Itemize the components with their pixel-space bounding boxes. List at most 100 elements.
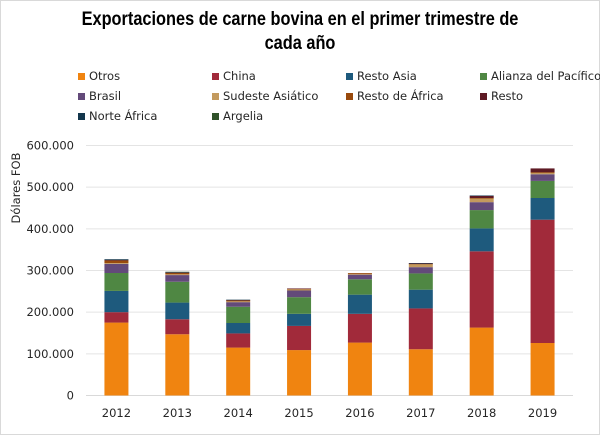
legend-label: Norte África [89, 109, 158, 123]
legend-swatch [212, 72, 219, 80]
legend-label: Alianza del Pacífico [491, 69, 600, 83]
bar-segment [165, 281, 190, 303]
y-axis-title: Dólares FOB [9, 152, 23, 223]
bar-segment [408, 308, 433, 350]
bar-segment [287, 288, 312, 289]
legend-swatch [78, 92, 85, 100]
legend-label: Resto Asia [357, 69, 417, 83]
x-tick-label: 2014 [224, 406, 253, 420]
bar-segment [226, 347, 251, 396]
bar-segment [469, 251, 494, 328]
x-tick-label: 2018 [467, 406, 496, 420]
bar-segment [408, 273, 433, 290]
chart-title: Exportaciones de carne bovina en el prim… [76, 8, 523, 56]
bar-segment [104, 322, 129, 396]
bar-segment [530, 168, 555, 173]
y-tick-label: 200.000 [26, 305, 74, 319]
legend-label: Resto de África [357, 89, 444, 103]
x-tick-label: 2016 [345, 406, 374, 420]
bar-segment [287, 297, 312, 314]
bar-segment [530, 173, 555, 175]
bar-segment [469, 198, 494, 203]
bar-segment [226, 299, 251, 301]
bar-segment [469, 228, 494, 252]
legend-label: Otros [89, 69, 121, 83]
bar-segment [469, 210, 494, 229]
y-tick-label: 100.000 [26, 347, 74, 361]
bar-segment [287, 290, 312, 298]
bar-segment [104, 263, 129, 273]
bar-segment [469, 195, 494, 196]
bar-segment [530, 174, 555, 181]
x-tick-label: 2012 [102, 406, 131, 420]
legend-swatch [78, 72, 85, 80]
bar-segment [347, 294, 372, 314]
bar-segment [408, 263, 433, 264]
bar-segment [165, 302, 190, 320]
legend-label: Resto [491, 89, 524, 103]
x-tick-label: 2019 [528, 406, 557, 420]
bar-segment [408, 264, 433, 268]
bar-segment [408, 267, 433, 274]
bar-segment [165, 273, 190, 275]
legend-swatch [346, 72, 353, 80]
bar-segment [287, 325, 312, 351]
bar-segment [165, 319, 190, 335]
legend-label: Sudeste Asiático [223, 89, 319, 103]
bar-segment [226, 306, 251, 323]
legend-item: Sudeste Asiático [212, 89, 318, 103]
bar-segment [226, 300, 251, 301]
bar-segment [530, 219, 555, 343]
bar-segment [347, 279, 372, 295]
bar-segment [408, 289, 433, 309]
bar-segment [530, 343, 555, 396]
bar-segment [469, 202, 494, 211]
legend-item: China [212, 69, 256, 83]
bar-segment [347, 273, 372, 274]
legend-label: Argelia [223, 109, 264, 123]
bar-segment [226, 302, 251, 307]
legend-item: Resto de África [346, 89, 444, 103]
bar-segment [104, 290, 129, 313]
bar-segment [530, 198, 555, 220]
legend-item: Resto [480, 89, 523, 103]
y-tick-label: 300.000 [26, 264, 74, 278]
bar-segment [408, 263, 433, 265]
bar-segment [104, 260, 129, 263]
bar-segment [287, 288, 312, 290]
x-tick-label: 2015 [284, 406, 313, 420]
bar-segment [469, 327, 494, 396]
legend-item: Argelia [212, 109, 263, 123]
bar-segment [104, 259, 129, 261]
bar-segment [104, 312, 129, 323]
x-tick-label: 2017 [406, 406, 435, 420]
legend-item: Brasil [78, 89, 121, 103]
bar-segment [287, 313, 312, 326]
bar-segment [347, 274, 372, 280]
bar-segment [530, 172, 555, 173]
legend-swatch [212, 92, 219, 100]
bar-segment [226, 300, 251, 302]
bar-segment [226, 333, 251, 348]
legend-label: Brasil [89, 89, 122, 103]
bar-segment [287, 289, 312, 291]
legend-swatch [480, 92, 487, 100]
legend-item: Otros [78, 69, 120, 83]
bar-segment [469, 198, 494, 199]
legend-item: Resto Asia [346, 69, 417, 83]
legend-swatch [212, 112, 219, 120]
bar-segment [408, 263, 433, 264]
legend-label: China [223, 69, 256, 83]
bar-segment [226, 301, 251, 303]
bar-segment [347, 342, 372, 396]
chart-title-line-1: Exportaciones de carne bovina en el prim… [81, 9, 519, 30]
y-tick-label: 0 [67, 389, 74, 403]
bar-segment [165, 272, 190, 273]
bar-segment [165, 272, 190, 274]
legend-item: Alianza del Pacífico [480, 69, 600, 83]
bar-segment [104, 263, 129, 264]
legend-swatch [346, 92, 353, 100]
bar-segment [347, 313, 372, 343]
bar-segment [226, 323, 251, 334]
bar-segment [287, 350, 312, 396]
